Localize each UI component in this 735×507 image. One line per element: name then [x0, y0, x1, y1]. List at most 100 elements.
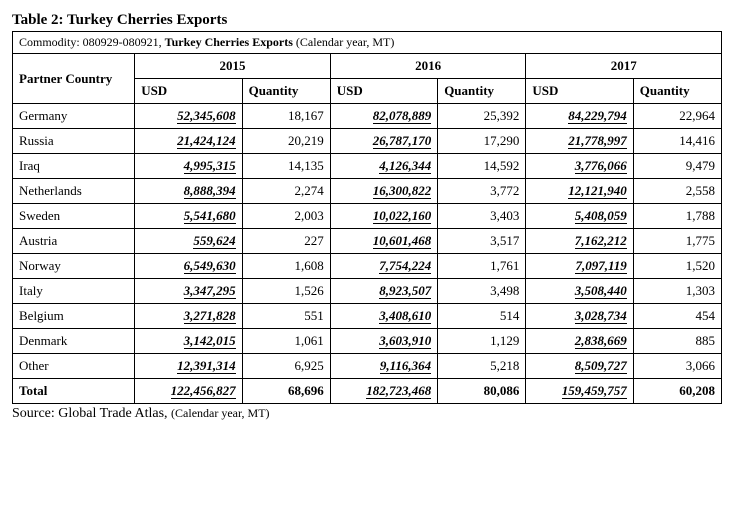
usd-header-2016: USD [330, 79, 437, 104]
exports-table: Commodity: 080929-080921, Turkey Cherrie… [12, 31, 722, 404]
partner-country-header: Partner Country [13, 54, 135, 104]
table-title: Table 2: Turkey Cherries Exports [12, 12, 723, 29]
qty-cell: 1,520 [633, 254, 721, 279]
usd-cell: 10,022,160 [330, 204, 437, 229]
country-cell: Russia [13, 129, 135, 154]
table-row: Russia21,424,12420,21926,787,17017,29021… [13, 129, 722, 154]
qty-cell: 514 [438, 304, 526, 329]
usd-cell: 10,601,468 [330, 229, 437, 254]
qty-cell: 227 [242, 229, 330, 254]
total-row: Total122,456,82768,696182,723,46880,0861… [13, 379, 722, 404]
table-row: Germany52,345,60818,16782,078,88925,3928… [13, 104, 722, 129]
usd-cell: 3,408,610 [330, 304, 437, 329]
country-cell: Other [13, 354, 135, 379]
qty-cell: 14,135 [242, 154, 330, 179]
qty-cell: 18,167 [242, 104, 330, 129]
usd-cell: 4,995,315 [135, 154, 242, 179]
usd-cell: 3,508,440 [526, 279, 633, 304]
usd-cell: 8,509,727 [526, 354, 633, 379]
source-suffix: (Calendar year, MT) [171, 406, 269, 420]
qty-cell: 2,274 [242, 179, 330, 204]
source-prefix: Source: Global Trade Atlas, [12, 406, 171, 421]
caption-bold: Turkey Cherries Exports [165, 35, 293, 49]
table-caption: Commodity: 080929-080921, Turkey Cherrie… [13, 32, 722, 54]
usd-cell: 2,838,669 [526, 329, 633, 354]
qty-header-2016: Quantity [438, 79, 526, 104]
table-row: Iraq4,995,31514,1354,126,34414,5923,776,… [13, 154, 722, 179]
usd-header-2017: USD [526, 79, 633, 104]
usd-cell: 3,776,066 [526, 154, 633, 179]
usd-cell: 159,459,757 [526, 379, 633, 404]
country-cell: Austria [13, 229, 135, 254]
table-row: Denmark3,142,0151,0613,603,9101,1292,838… [13, 329, 722, 354]
usd-cell: 21,424,124 [135, 129, 242, 154]
usd-header-2015: USD [135, 79, 242, 104]
qty-header-2017: Quantity [633, 79, 721, 104]
qty-cell: 2,558 [633, 179, 721, 204]
table-row: Norway6,549,6301,6087,754,2241,7617,097,… [13, 254, 722, 279]
usd-cell: 3,028,734 [526, 304, 633, 329]
table-row: Italy3,347,2951,5268,923,5073,4983,508,4… [13, 279, 722, 304]
table-row: Belgium3,271,8285513,408,6105143,028,734… [13, 304, 722, 329]
year-2017-header: 2017 [526, 54, 722, 79]
usd-cell: 7,162,212 [526, 229, 633, 254]
caption-prefix: Commodity: 080929-080921, [19, 35, 165, 49]
source-line: Source: Global Trade Atlas, (Calendar ye… [12, 406, 723, 422]
qty-cell: 5,218 [438, 354, 526, 379]
table-row: Netherlands8,888,3942,27416,300,8223,772… [13, 179, 722, 204]
qty-cell: 3,517 [438, 229, 526, 254]
caption-suffix: (Calendar year, MT) [293, 35, 394, 49]
qty-cell: 9,479 [633, 154, 721, 179]
usd-cell: 7,097,119 [526, 254, 633, 279]
qty-cell: 20,219 [242, 129, 330, 154]
usd-cell: 9,116,364 [330, 354, 437, 379]
qty-cell: 1,608 [242, 254, 330, 279]
qty-header-2015: Quantity [242, 79, 330, 104]
country-cell: Italy [13, 279, 135, 304]
qty-cell: 3,772 [438, 179, 526, 204]
usd-cell: 182,723,468 [330, 379, 437, 404]
qty-cell: 1,761 [438, 254, 526, 279]
usd-cell: 12,391,314 [135, 354, 242, 379]
table-row: Sweden5,541,6802,00310,022,1603,4035,408… [13, 204, 722, 229]
usd-cell: 3,142,015 [135, 329, 242, 354]
table-row: Other12,391,3146,9259,116,3645,2188,509,… [13, 354, 722, 379]
usd-cell: 82,078,889 [330, 104, 437, 129]
table-row: Austria559,62422710,601,4683,5177,162,21… [13, 229, 722, 254]
year-2016-header: 2016 [330, 54, 526, 79]
usd-cell: 4,126,344 [330, 154, 437, 179]
qty-cell: 1,775 [633, 229, 721, 254]
qty-cell: 17,290 [438, 129, 526, 154]
usd-cell: 8,923,507 [330, 279, 437, 304]
usd-cell: 3,603,910 [330, 329, 437, 354]
country-cell: Denmark [13, 329, 135, 354]
country-cell: Netherlands [13, 179, 135, 204]
country-cell: Norway [13, 254, 135, 279]
qty-cell: 80,086 [438, 379, 526, 404]
qty-cell: 25,392 [438, 104, 526, 129]
qty-cell: 3,066 [633, 354, 721, 379]
country-cell: Total [13, 379, 135, 404]
qty-cell: 14,592 [438, 154, 526, 179]
qty-cell: 551 [242, 304, 330, 329]
qty-cell: 1,061 [242, 329, 330, 354]
usd-cell: 26,787,170 [330, 129, 437, 154]
qty-cell: 68,696 [242, 379, 330, 404]
usd-cell: 8,888,394 [135, 179, 242, 204]
qty-cell: 1,303 [633, 279, 721, 304]
usd-cell: 6,549,630 [135, 254, 242, 279]
usd-cell: 3,271,828 [135, 304, 242, 329]
year-2015-header: 2015 [135, 54, 331, 79]
usd-cell: 12,121,940 [526, 179, 633, 204]
usd-cell: 16,300,822 [330, 179, 437, 204]
usd-cell: 84,229,794 [526, 104, 633, 129]
qty-cell: 885 [633, 329, 721, 354]
qty-cell: 22,964 [633, 104, 721, 129]
qty-cell: 3,403 [438, 204, 526, 229]
qty-cell: 1,526 [242, 279, 330, 304]
country-cell: Iraq [13, 154, 135, 179]
qty-cell: 6,925 [242, 354, 330, 379]
usd-cell: 5,408,059 [526, 204, 633, 229]
usd-cell: 7,754,224 [330, 254, 437, 279]
usd-cell: 5,541,680 [135, 204, 242, 229]
